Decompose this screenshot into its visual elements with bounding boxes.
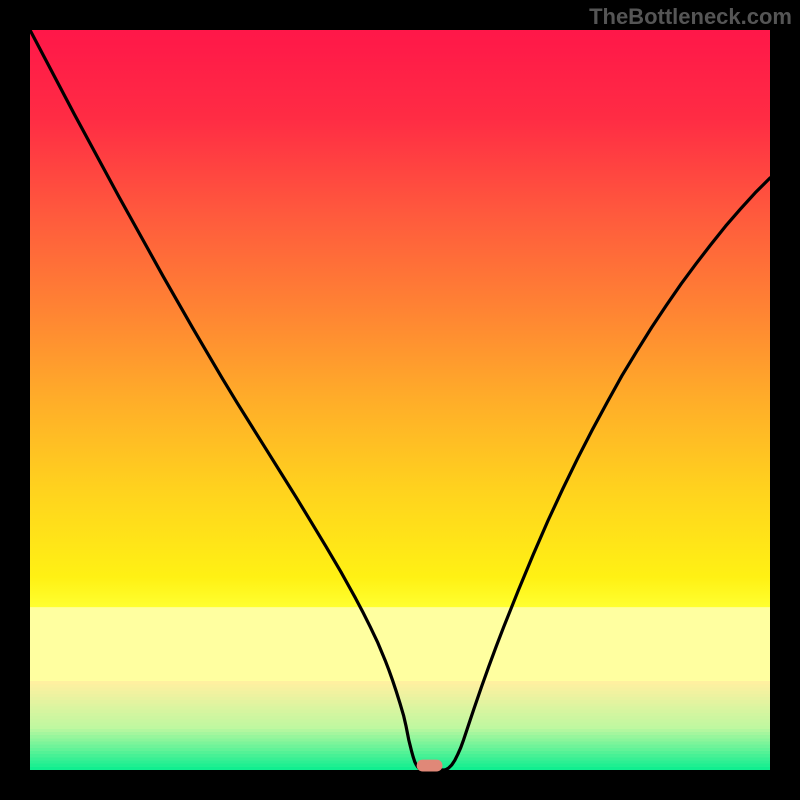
min-marker	[417, 760, 443, 772]
chart-container: TheBottleneck.com	[0, 0, 800, 800]
watermark-text: TheBottleneck.com	[589, 4, 792, 30]
plot-background	[30, 30, 770, 770]
chart-svg	[0, 0, 800, 800]
